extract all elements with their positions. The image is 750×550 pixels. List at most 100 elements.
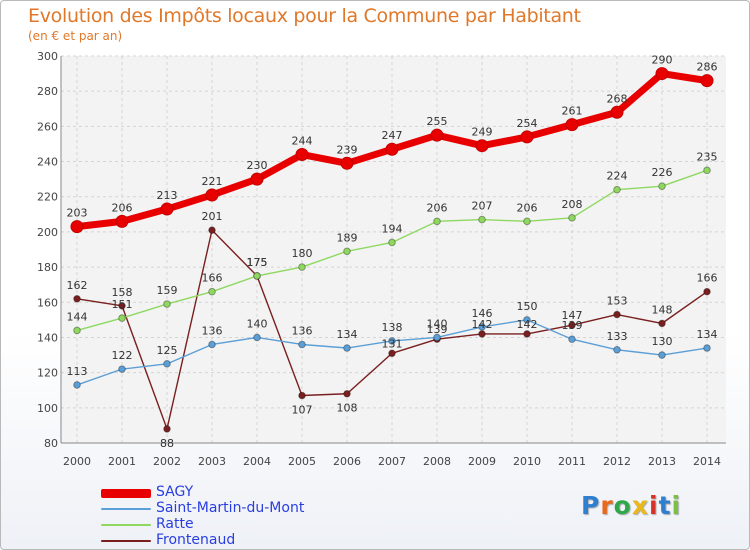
data-point-ratte — [343, 247, 351, 256]
data-point-sagy — [295, 148, 309, 162]
data-point-frontenaud — [613, 310, 621, 319]
logo-letter-7: i — [671, 491, 682, 520]
y-tick-label: 220 — [37, 191, 58, 204]
data-point-ratte — [118, 314, 126, 322]
data-point-ratte — [433, 217, 441, 226]
data-label-saint-martin-du-mont: 134 — [697, 328, 718, 341]
data-label-sagy: 261 — [562, 105, 583, 118]
data-label-ratte: 224 — [607, 170, 628, 183]
x-tick-label: 2014 — [693, 455, 721, 468]
data-point-ratte — [388, 238, 396, 247]
data-point-sagy — [565, 118, 579, 132]
data-label-frontenaud: 107 — [292, 404, 313, 417]
data-label-saint-martin-du-mont: 122 — [112, 349, 133, 362]
data-label-frontenaud: 175 — [247, 256, 268, 269]
y-tick-label: 80 — [44, 437, 58, 450]
legend-swatch-saint-martin — [101, 508, 151, 510]
data-label-ratte: 151 — [112, 298, 133, 311]
data-label-frontenaud: 162 — [67, 279, 88, 292]
logo-letter-4: x — [631, 491, 649, 520]
data-label-sagy: 203 — [67, 207, 88, 220]
data-label-saint-martin-du-mont: 136 — [292, 324, 313, 337]
legend-swatch-sagy — [101, 489, 151, 498]
data-label-ratte: 206 — [427, 201, 448, 214]
y-tick-label: 300 — [37, 50, 58, 63]
data-point-frontenaud — [568, 321, 576, 329]
data-label-frontenaud: 153 — [607, 295, 628, 308]
data-label-sagy: 239 — [337, 143, 358, 156]
data-label-saint-martin-du-mont: 130 — [652, 335, 673, 348]
legend-label-saint-martin: Saint-Martin-du-Mont — [156, 500, 305, 516]
x-tick-label: 2007 — [378, 455, 406, 468]
x-tick-label: 2010 — [513, 455, 541, 468]
data-label-saint-martin-du-mont: 125 — [157, 344, 178, 357]
y-tick-label: 160 — [37, 296, 58, 309]
plot-area — [61, 56, 726, 443]
data-point-frontenaud — [298, 391, 306, 400]
data-label-saint-martin-du-mont: 140 — [427, 317, 448, 330]
data-point-saint-martin-du-mont — [388, 337, 396, 345]
chart-subtitle: (en € et par an) — [28, 29, 123, 43]
logo-letter-2: r — [600, 491, 614, 520]
data-point-sagy — [520, 130, 534, 144]
data-label-frontenaud: 88 — [160, 437, 174, 450]
x-tick-label: 2000 — [63, 455, 91, 468]
data-label-frontenaud: 148 — [652, 303, 673, 316]
data-point-frontenaud — [118, 301, 126, 310]
data-point-ratte — [163, 300, 171, 308]
data-label-ratte: 159 — [157, 284, 178, 297]
y-tick-label: 280 — [37, 85, 58, 98]
data-point-saint-martin-du-mont — [523, 316, 531, 324]
data-point-sagy — [655, 67, 669, 81]
data-label-ratte: 208 — [562, 198, 583, 211]
data-point-ratte — [703, 166, 711, 175]
data-label-sagy: 230 — [247, 159, 268, 172]
data-point-frontenaud — [73, 294, 81, 303]
data-point-saint-martin-du-mont — [343, 344, 351, 352]
data-label-saint-martin-du-mont: 133 — [607, 330, 628, 343]
legend-label-ratte: Ratte — [156, 516, 194, 532]
y-tick-label: 100 — [37, 402, 58, 415]
x-tick-label: 2009 — [468, 455, 496, 468]
x-tick-label: 2003 — [198, 455, 226, 468]
y-tick-label: 260 — [37, 120, 58, 133]
logo-letter-5: i — [649, 491, 659, 520]
data-label-ratte: 235 — [697, 150, 718, 163]
data-label-sagy: 249 — [472, 126, 493, 139]
data-label-frontenaud: 131 — [382, 337, 403, 350]
data-point-saint-martin-du-mont — [253, 333, 261, 342]
data-point-ratte — [658, 182, 666, 190]
data-point-saint-martin-du-mont — [568, 335, 576, 344]
legend-label-frontenaud: Frontenaud — [156, 532, 236, 548]
data-label-sagy: 254 — [517, 117, 538, 130]
data-label-sagy: 255 — [427, 115, 448, 128]
data-point-frontenaud — [343, 389, 351, 398]
data-point-sagy — [250, 172, 264, 186]
data-label-ratte: 206 — [517, 201, 538, 214]
data-point-saint-martin-du-mont — [703, 344, 711, 352]
data-point-sagy — [475, 139, 489, 153]
y-tick-label: 140 — [37, 331, 58, 344]
data-point-ratte — [568, 214, 576, 222]
data-label-saint-martin-du-mont: 136 — [202, 324, 223, 337]
data-point-saint-martin-du-mont — [433, 333, 441, 342]
y-tick-label: 120 — [37, 367, 58, 380]
data-point-frontenaud — [478, 330, 486, 338]
legend-swatch-ratte — [101, 524, 151, 526]
data-label-ratte: 175 — [247, 256, 268, 269]
data-label-sagy: 286 — [697, 61, 718, 74]
data-point-saint-martin-du-mont — [658, 351, 666, 359]
data-label-ratte: 166 — [202, 272, 223, 285]
data-label-frontenaud: 142 — [517, 318, 538, 331]
data-label-sagy: 206 — [112, 201, 133, 214]
data-label-ratte: 180 — [292, 247, 313, 260]
data-point-ratte — [523, 217, 531, 226]
data-point-frontenaud — [208, 226, 216, 234]
y-tick-label: 180 — [37, 261, 58, 274]
x-tick-label: 2001 — [108, 455, 136, 468]
data-label-saint-martin-du-mont: 113 — [67, 365, 88, 378]
data-point-sagy — [160, 202, 174, 216]
data-point-saint-martin-du-mont — [73, 381, 81, 389]
data-point-ratte — [73, 326, 81, 335]
